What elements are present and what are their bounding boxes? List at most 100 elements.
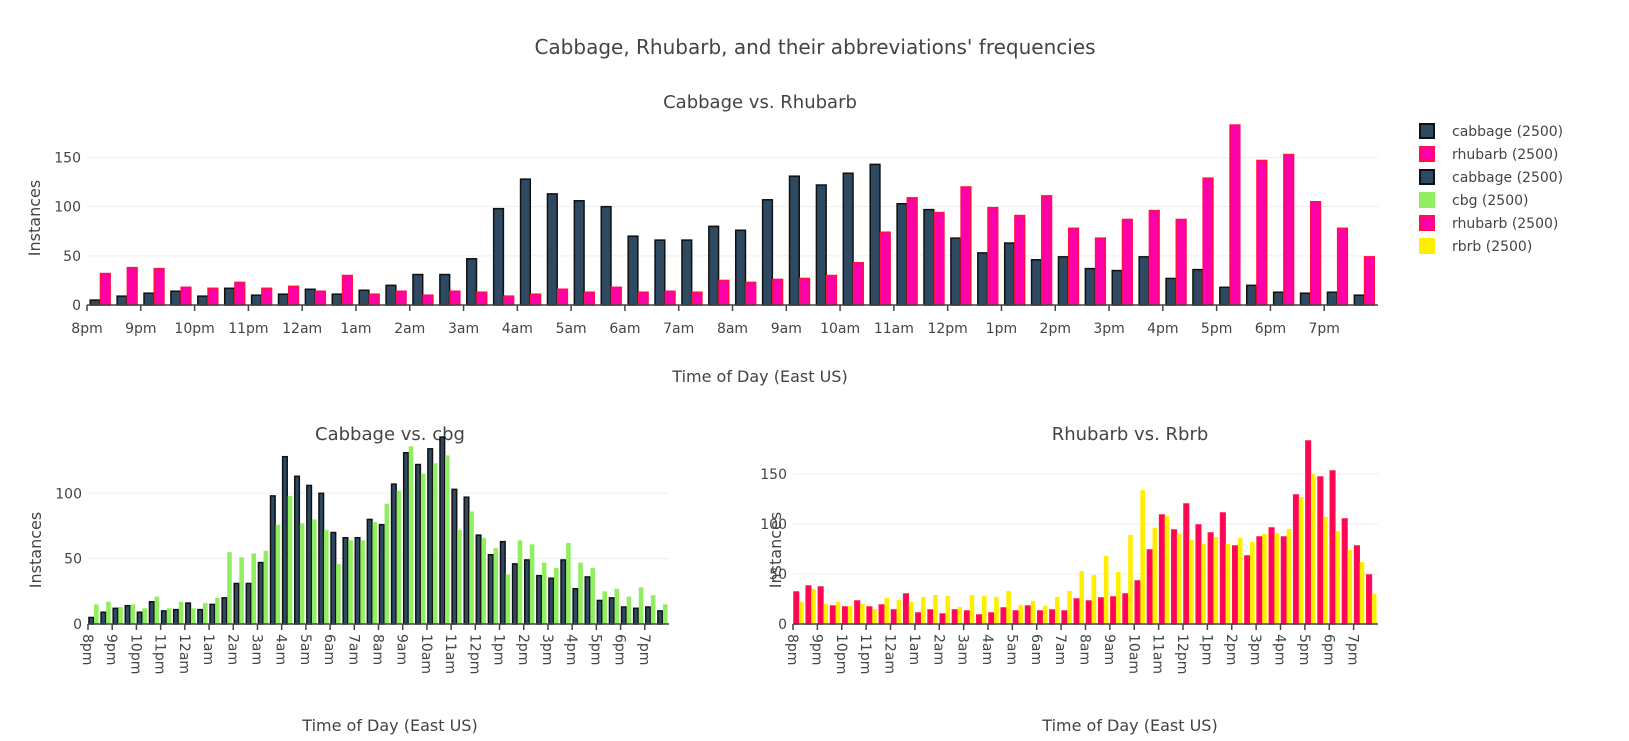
- bar-cabbage: [402, 452, 410, 625]
- bar-rbrb: [1018, 605, 1024, 624]
- x-tick-label: 2am: [224, 634, 240, 665]
- bar-cbg: [602, 591, 608, 624]
- x-tick-label: 7am: [345, 634, 361, 665]
- bar-rhubarb: [1061, 610, 1068, 625]
- bar-rhubarb: [960, 186, 972, 306]
- bar-cbg: [130, 604, 135, 624]
- bar-rhubarb: [1175, 218, 1187, 306]
- bar-rhubarb: [583, 291, 596, 306]
- bar-cabbage: [1353, 294, 1365, 306]
- bar-rhubarb: [664, 290, 676, 306]
- bar-cbg: [384, 503, 390, 624]
- bar-rhubarb: [1146, 549, 1153, 625]
- bar-cbg: [142, 608, 148, 624]
- bar-rbrb: [1274, 533, 1280, 624]
- y-tick-label: 0: [778, 617, 787, 633]
- bar-rhubarb: [1012, 610, 1019, 625]
- bar-rhubarb: [841, 606, 849, 625]
- bar-cabbage: [950, 237, 962, 306]
- bar-rbrb: [835, 602, 841, 624]
- bar-rhubarb: [1280, 536, 1287, 625]
- x-tick-label: 7am: [663, 321, 694, 337]
- bar-rhubarb: [915, 612, 922, 625]
- bar-cabbage: [269, 495, 276, 625]
- legend-item[interactable]: rhubarb (2500): [1419, 215, 1558, 232]
- bar-cabbage: [1111, 269, 1123, 306]
- x-tick-label: 1pm: [491, 634, 507, 665]
- bar-rhubarb: [1229, 124, 1241, 306]
- bar-cabbage: [390, 483, 397, 625]
- legend-swatch: [1419, 169, 1435, 185]
- bar-rhubarb: [153, 267, 165, 306]
- x-tick-label: 7pm: [636, 634, 652, 665]
- x-tick-label: 4pm: [563, 634, 579, 665]
- x-tick-label: 3pm: [539, 634, 555, 665]
- x-tick-label: 2pm: [1223, 634, 1239, 665]
- bar-rbrb: [945, 596, 950, 624]
- bar-cbg: [94, 604, 99, 624]
- bar-rhubarb: [1366, 574, 1373, 625]
- bar-cbg: [614, 588, 620, 624]
- legend-label: cabbage (2500): [1452, 124, 1563, 140]
- bar-cabbage: [385, 284, 397, 306]
- bar-rbrb: [1164, 516, 1170, 624]
- bar-rbrb: [799, 602, 804, 624]
- legend-item[interactable]: rbrb (2500): [1419, 238, 1532, 255]
- legend-item[interactable]: cabbage (2500): [1419, 123, 1563, 140]
- x-tick-label: 1am: [340, 321, 371, 337]
- subplot-title: Cabbage vs. Rhubarb: [663, 92, 857, 113]
- bar-cabbage: [412, 273, 424, 306]
- bar-rhubarb: [476, 291, 488, 306]
- bar-cabbage: [734, 229, 747, 306]
- bar-cabbage: [1326, 291, 1338, 306]
- bar-rbrb: [1237, 538, 1243, 624]
- bar-rhubarb: [99, 272, 111, 306]
- bar-cabbage: [923, 208, 935, 306]
- bar-cabbage: [197, 295, 209, 306]
- bar-cabbage: [160, 610, 167, 625]
- x-tick-label: 4pm: [1147, 321, 1178, 337]
- x-tick-label: 11am: [1150, 634, 1166, 674]
- x-tick-label: 5pm: [587, 634, 603, 665]
- bar-rhubarb: [1283, 153, 1295, 306]
- x-tick-label: 5am: [1003, 634, 1019, 665]
- bar-cabbage: [306, 484, 313, 625]
- x-tick-label: 1am: [906, 634, 922, 665]
- legend-label: cabbage (2500): [1452, 170, 1563, 186]
- bar-cabbage: [869, 163, 881, 306]
- legend-item[interactable]: cabbage (2500): [1419, 169, 1563, 186]
- x-tick-label: 3pm: [1247, 634, 1263, 665]
- bar-cabbage: [546, 193, 558, 306]
- bar-rbrb: [1359, 562, 1365, 624]
- bar-cabbage: [620, 606, 627, 625]
- bar-rhubarb: [866, 606, 873, 625]
- x-tick-label: 6pm: [1255, 321, 1286, 337]
- bar-cabbage: [143, 292, 155, 306]
- legend-item[interactable]: cbg (2500): [1419, 192, 1528, 209]
- bar-rhubarb: [939, 613, 946, 625]
- bar-rbrb: [1006, 591, 1011, 624]
- y-axis-label: Instances: [26, 512, 45, 588]
- bar-rhubarb: [829, 605, 836, 625]
- bar-cbg: [166, 608, 172, 624]
- bar-rbrb: [884, 598, 890, 624]
- bar-rhubarb: [1353, 545, 1360, 625]
- bar-cabbage: [88, 616, 95, 625]
- bar-cabbage: [572, 587, 579, 625]
- bar-rhubarb: [1231, 545, 1239, 625]
- y-axis-label: Instances: [766, 512, 785, 588]
- bar-cabbage: [250, 294, 263, 306]
- legend-item[interactable]: rhubarb (2500): [1419, 146, 1558, 163]
- x-tick-label: 10pm: [127, 634, 143, 674]
- bar-cabbage: [1272, 291, 1285, 306]
- bar-cabbage: [492, 207, 505, 306]
- bar-cabbage: [100, 611, 107, 625]
- legend-label: cbg (2500): [1452, 193, 1528, 209]
- bar-cbg: [287, 495, 293, 624]
- bar-rbrb: [1152, 528, 1158, 624]
- bar-cbg: [263, 550, 269, 624]
- bar-rhubarb: [1268, 527, 1275, 625]
- bar-rhubarb: [503, 295, 515, 306]
- x-tick-label: 9am: [394, 634, 410, 665]
- bar-rbrb: [908, 602, 914, 624]
